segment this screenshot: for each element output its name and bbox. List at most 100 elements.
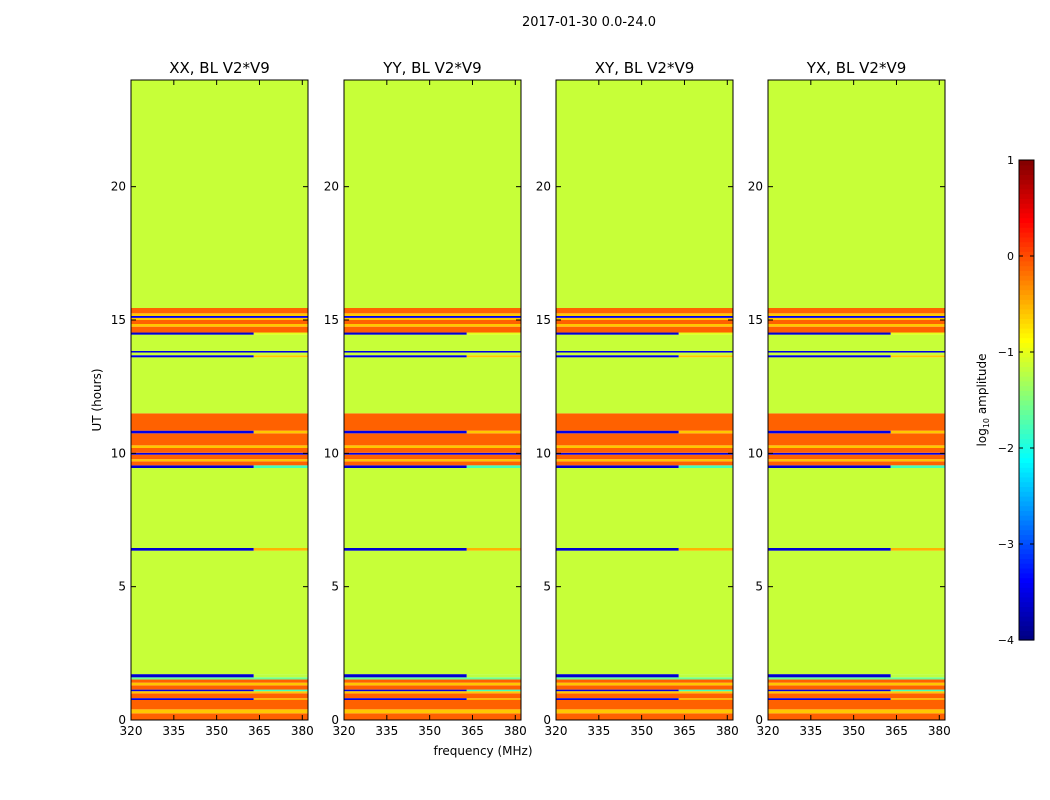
colorbar-segment [1019, 169, 1034, 175]
heatmap-band [131, 350, 308, 353]
heatmap-band [556, 689, 679, 692]
heatmap-band [344, 709, 521, 714]
heatmap-band [768, 685, 945, 690]
colorbar-segment [1019, 500, 1034, 507]
heatmap-band [556, 355, 679, 358]
heatmap-band [768, 454, 945, 460]
panel-title: XY, BL V2*V9 [595, 59, 695, 77]
heatmap-band [344, 674, 467, 678]
heatmap-band [556, 465, 679, 468]
colorbar-segment [1019, 625, 1034, 631]
colorbar-segment [1019, 246, 1034, 252]
heatmap-band [556, 550, 733, 675]
x-tick-label: 320 [120, 724, 143, 738]
heatmap-band-hi [890, 674, 945, 678]
heatmap-band [768, 352, 945, 356]
colorbar-segment [1019, 462, 1034, 468]
y-tick-label: 10 [111, 446, 126, 460]
heatmap-band [131, 693, 308, 699]
colorbar-segment [1019, 428, 1034, 435]
heatmap-band-hi [890, 465, 945, 468]
colorbar-segment [1019, 236, 1034, 243]
y-tick-label: 20 [536, 180, 551, 194]
heatmap-band [344, 693, 521, 699]
y-tick-label: 5 [118, 580, 126, 594]
colorbar-segment [1019, 572, 1034, 579]
heatmap-band [131, 317, 308, 320]
colorbar-segment [1019, 256, 1034, 262]
colorbar-segment [1019, 553, 1034, 559]
colorbar-segment [1019, 318, 1034, 324]
heatmap-band [344, 689, 467, 692]
heatmap-band-hi [678, 430, 733, 434]
heatmap-band [344, 454, 521, 460]
colorbar-segment [1019, 347, 1034, 353]
x-tick-label: 380 [291, 724, 314, 738]
panel-frame [767, 79, 946, 721]
heatmap-band-hi [678, 355, 733, 358]
colorbar-frame [1018, 159, 1035, 641]
heatmap-band [556, 468, 733, 548]
colorbar-segment [1019, 457, 1034, 463]
colorbar-segment [1019, 476, 1034, 483]
heatmap-band [768, 698, 891, 700]
heatmap-band-hi [253, 332, 308, 335]
panel-1: YY, BL V2*V9 320 335 350 365 380 0 5 10 15 20 [324, 59, 527, 738]
colorbar-segment [1019, 366, 1034, 372]
heatmap-band [768, 459, 945, 462]
colorbar-segment [1019, 529, 1034, 535]
heatmap-band [556, 548, 679, 551]
heatmap-band [556, 693, 733, 699]
x-tick-label: 350 [842, 724, 865, 738]
heatmap-band [768, 679, 945, 683]
colorbar-segment [1019, 534, 1034, 540]
heatmap-band-hi [890, 355, 945, 358]
heatmap-band [131, 308, 308, 314]
heatmap-band [768, 674, 891, 678]
heatmap-band [768, 689, 891, 692]
colorbar-segment [1019, 179, 1034, 185]
heatmap-band [344, 332, 467, 335]
heatmap-band [344, 691, 521, 694]
colorbar-segment [1019, 342, 1034, 348]
colorbar-segment [1019, 481, 1034, 487]
heatmap-band [131, 709, 308, 714]
heatmap-band [131, 679, 308, 683]
heatmap-band [556, 433, 733, 446]
heatmap-band [131, 80, 308, 308]
heatmap-band-hi [678, 674, 733, 678]
heatmap-band [768, 448, 945, 453]
y-tick-label: 5 [755, 580, 763, 594]
heatmap-band-hi [678, 698, 733, 700]
heatmap-band [131, 445, 308, 448]
colorbar-segment [1019, 568, 1034, 574]
heatmap-band [131, 548, 254, 551]
panel-title: YX, BL V2*V9 [806, 59, 907, 77]
heatmap-band [768, 355, 891, 358]
heatmap-band [344, 452, 521, 455]
colorbar-segment [1019, 299, 1034, 305]
x-tick-label: 365 [248, 724, 271, 738]
heatmap-band [131, 685, 308, 690]
colorbar-segment [1019, 203, 1034, 209]
heatmap-band [768, 691, 945, 694]
colorbar-segment [1019, 174, 1034, 180]
heatmap-band [131, 413, 308, 431]
colorbar-segment [1019, 548, 1034, 555]
heatmap-band [344, 317, 521, 320]
heatmap-band [768, 324, 945, 327]
heatmap-band [344, 355, 467, 358]
colorbar-segment [1019, 558, 1034, 564]
colorbar-segment [1019, 376, 1034, 382]
x-tick-label: 350 [205, 724, 228, 738]
heatmap-band [131, 332, 254, 335]
heatmap-band-hi [678, 332, 733, 335]
heatmap-band [344, 430, 467, 434]
heatmap-band [344, 677, 521, 680]
colorbar-segment [1019, 251, 1034, 257]
heatmap-band [131, 677, 308, 680]
heatmap-band [344, 700, 521, 710]
heatmap-band [344, 468, 521, 548]
heatmap-band [344, 80, 521, 308]
